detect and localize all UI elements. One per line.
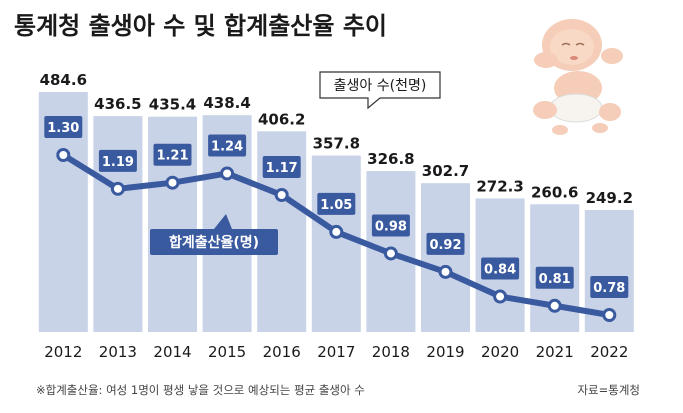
x-tick-2014: 2014 [153,343,191,361]
rate-label-2014: 1.21 [156,149,188,164]
source: 자료=통계청 [577,383,640,397]
rate-point-2017 [329,224,344,239]
rate-label-2019: 0.92 [429,238,461,253]
rate-label-box-2016 [262,156,301,178]
x-tick-2016: 2016 [263,343,301,361]
x-axis: 2012 2013 2014 2015 2016 2017 2018 2019 2020 2021… [44,343,628,361]
rate-label-2020: 0.84 [484,263,516,278]
rate-label-box-2021 [535,266,574,289]
rate-label-2022: 0.78 [593,281,625,296]
bar-value-label-2018: 326.8 [367,150,414,168]
bar-value-label-2017: 357.8 [313,135,360,153]
x-tick-2018: 2018 [372,343,410,361]
x-tick-2019: 2019 [426,343,464,361]
bar-value-label-2019: 302.7 [422,162,469,180]
legend-births-label: 출생아 수(천명) [334,78,427,94]
x-tick-2020: 2020 [481,343,519,361]
rate-point-2018 [383,246,398,261]
bar-2013 [93,116,143,332]
chart-title: 통계청 출생아 수 및 합계출산율 추이 [14,12,387,40]
rate-point-2014 [165,175,180,190]
rate-label-box-2013 [98,149,137,172]
rate-label-box-2018 [371,214,410,237]
bar-value-label-2015: 438.4 [203,94,250,112]
rate-label-2021: 0.81 [539,272,571,287]
rate-label-2015: 1.24 [211,139,243,154]
rate-label-2017: 1.05 [320,198,352,213]
bar-value-label-2016: 406.2 [258,110,305,128]
rate-label-box-2014 [153,143,192,166]
rate-label-box-2019 [426,232,465,255]
rate-point-2019 [438,264,453,279]
rate-point-2012 [56,148,71,162]
bar-value-label-2012: 484.6 [40,71,87,89]
bar-value-label-2013: 436.5 [94,95,141,113]
footnote: ※합계출산율: 여성 1명이 평생 낳을 것으로 예상되는 평균 출생아 수 [36,383,365,397]
rate-label-box-2015 [208,134,247,157]
rate-label-box-2020 [481,257,520,280]
rate-label-box-2017 [317,192,356,215]
rate-label-2013: 1.19 [102,155,134,170]
x-tick-2021: 2021 [536,343,574,361]
rate-line-layer [56,148,617,322]
rate-label-2012: 1.30 [47,121,79,136]
rate-label-box-2022 [590,276,629,298]
legend-births: 출생아 수(천명) [319,71,441,110]
rate-point-2013 [110,181,125,196]
bar-value-label-2020: 272.3 [476,177,523,195]
bar-value-label-2022: 249.2 [586,189,633,207]
rate-point-2016 [274,188,289,202]
x-tick-2015: 2015 [208,343,246,361]
rate-point-2015 [220,166,235,181]
x-tick-2013: 2013 [99,343,137,361]
rate-label-box-2012 [44,116,83,138]
bar-2019 [421,183,470,332]
x-tick-2012: 2012 [44,343,82,361]
bar-value-label-2014: 435.4 [149,96,196,114]
bar-value-label-2021: 260.6 [531,183,578,201]
legend-rate-label: 합계출산율(명) [169,234,259,251]
rate-point-2020 [493,289,508,304]
x-tick-2022: 2022 [590,343,628,361]
legend-rate: 합계출산율(명) [150,214,278,255]
rate-point-2022 [602,308,617,322]
bar-2017 [311,155,361,332]
rate-point-2021 [547,298,562,313]
baby-illustration [533,19,623,135]
rate-labels-layer: 1.30 1.19 1.21 1.24 1.17 1.05 0.98 0.92 0.84 0.81… [44,116,629,298]
rate-label-2018: 0.98 [375,219,407,234]
x-tick-2017: 2017 [317,343,355,361]
rate-label-2016: 1.17 [266,161,298,176]
